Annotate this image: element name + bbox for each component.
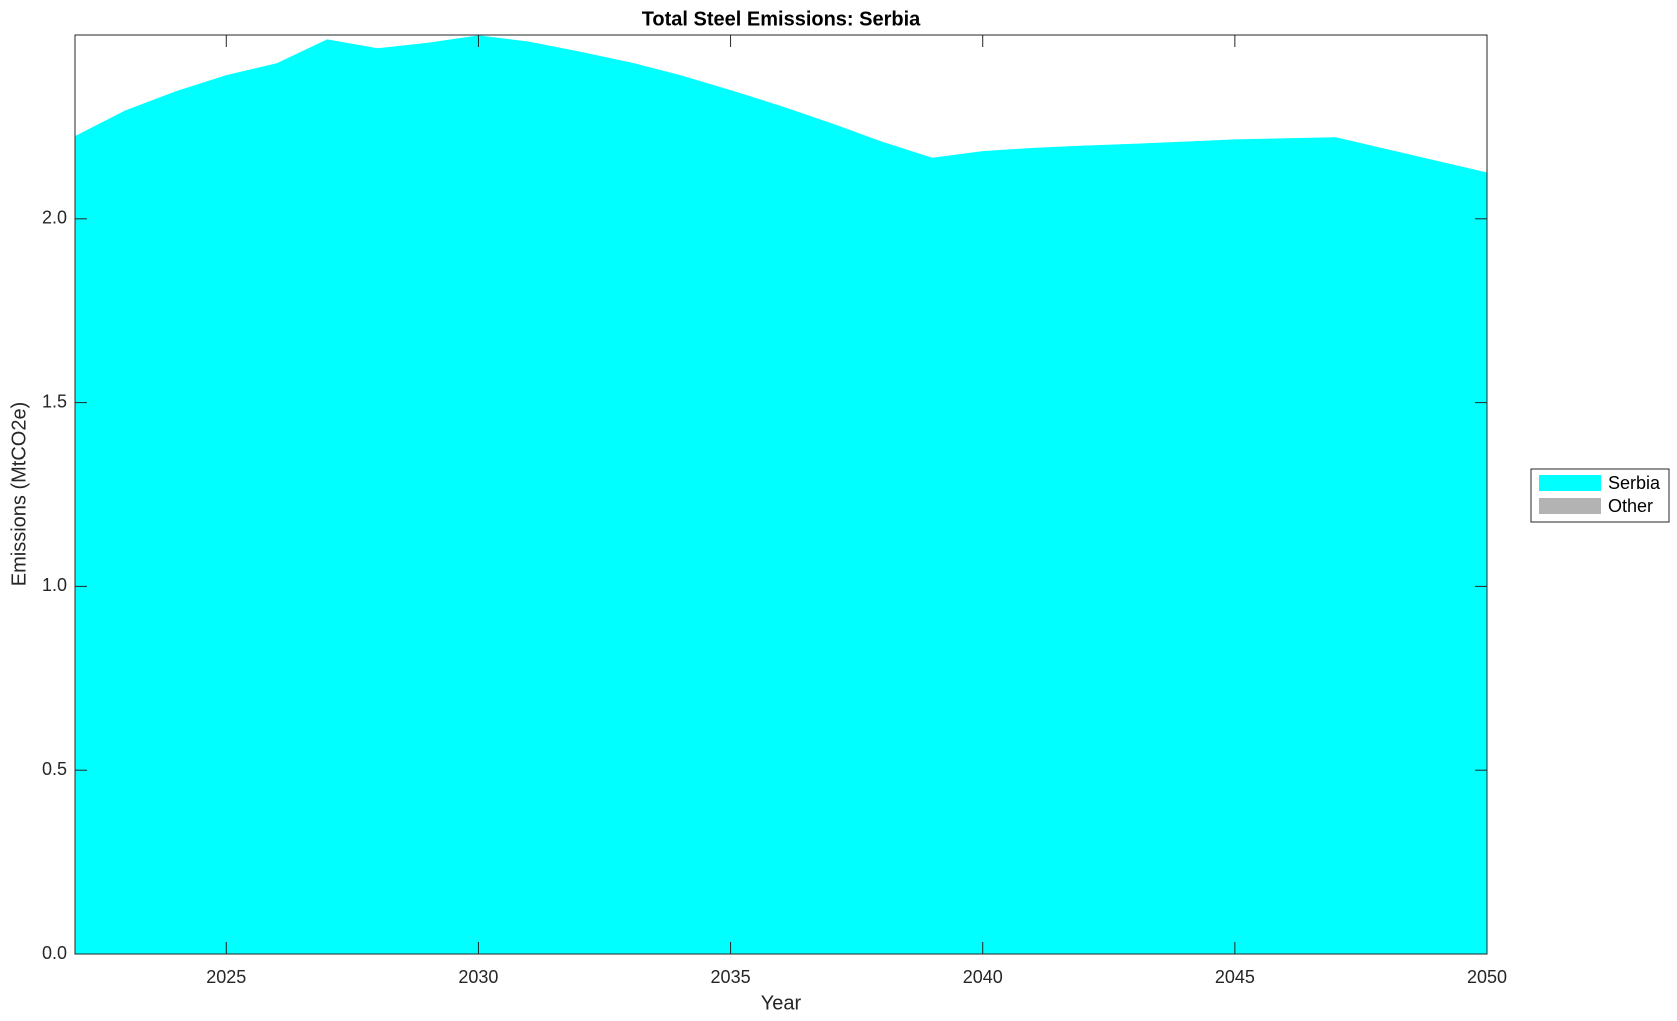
x-tick-label: 2045 bbox=[1215, 967, 1255, 987]
chart-title: Total Steel Emissions: Serbia bbox=[642, 8, 921, 30]
x-axis-label: Year bbox=[761, 992, 802, 1014]
y-tick-label: 1.0 bbox=[42, 575, 67, 595]
y-axis-label: Emissions (MtCO2e) bbox=[8, 402, 30, 586]
plot-frame bbox=[74, 34, 1488, 955]
y-tick-label: 2.0 bbox=[42, 208, 67, 228]
y-tick-label: 0.0 bbox=[42, 943, 67, 963]
y-tick-label: 0.5 bbox=[42, 759, 67, 779]
legend-label: Serbia bbox=[1608, 473, 1661, 493]
x-tick-label: 2050 bbox=[1467, 967, 1507, 987]
legend-swatch bbox=[1539, 498, 1601, 514]
y-tick-label: 1.5 bbox=[42, 391, 67, 411]
legend-swatch bbox=[1539, 475, 1601, 491]
x-tick-label: 2025 bbox=[206, 967, 246, 987]
x-tick-label: 2040 bbox=[963, 967, 1003, 987]
area bbox=[75, 35, 1487, 954]
x-tick-label: 2035 bbox=[711, 967, 751, 987]
legend-label: Other bbox=[1608, 496, 1653, 516]
x-tick-label: 2030 bbox=[458, 967, 498, 987]
